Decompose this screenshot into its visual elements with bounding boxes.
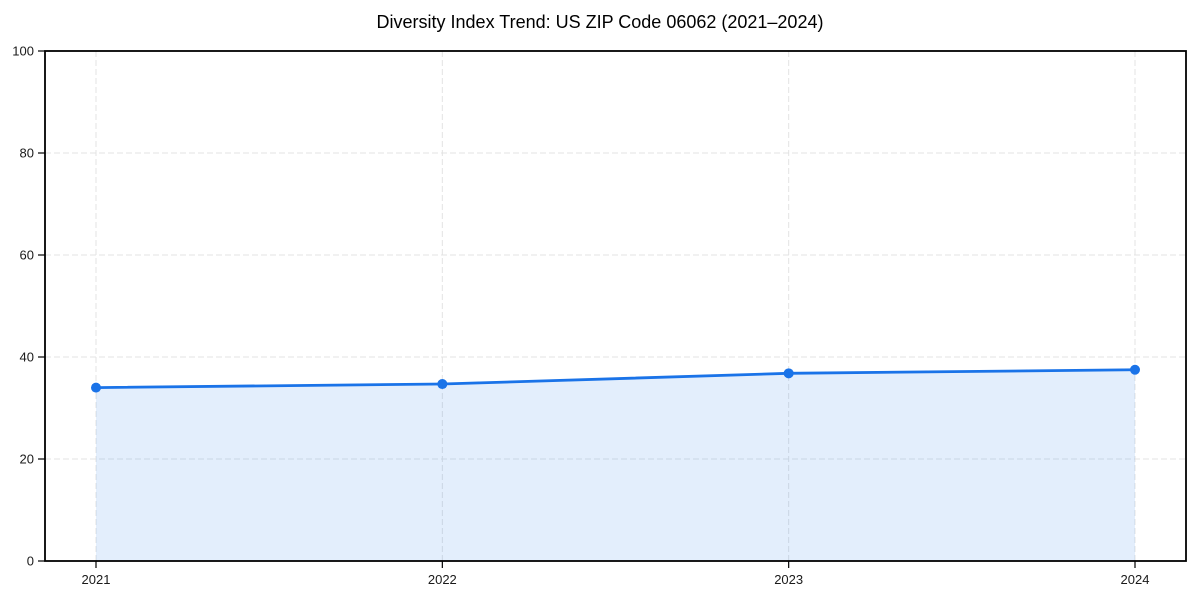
y-tick-label: 60 — [20, 248, 34, 263]
x-tick-label: 2023 — [774, 572, 803, 587]
y-tick-label: 0 — [27, 554, 34, 569]
area-fill — [96, 369, 1135, 561]
data-point-marker — [783, 368, 794, 379]
y-tick-label: 40 — [20, 350, 34, 365]
y-tick-label: 20 — [20, 452, 34, 467]
data-point-marker — [437, 379, 448, 390]
x-tick-label: 2021 — [82, 572, 111, 587]
trend-line — [94, 368, 1137, 390]
y-tick-label: 80 — [20, 146, 34, 161]
plot-border — [44, 50, 1187, 562]
y-tick-label: 100 — [12, 44, 34, 59]
chart-title: Diversity Index Trend: US ZIP Code 06062… — [376, 12, 824, 32]
data-point-marker — [1130, 364, 1140, 375]
x-tick-label: 2022 — [428, 572, 457, 587]
x-tick-label: 2024 — [1121, 572, 1150, 587]
data-point-marker — [91, 382, 101, 393]
